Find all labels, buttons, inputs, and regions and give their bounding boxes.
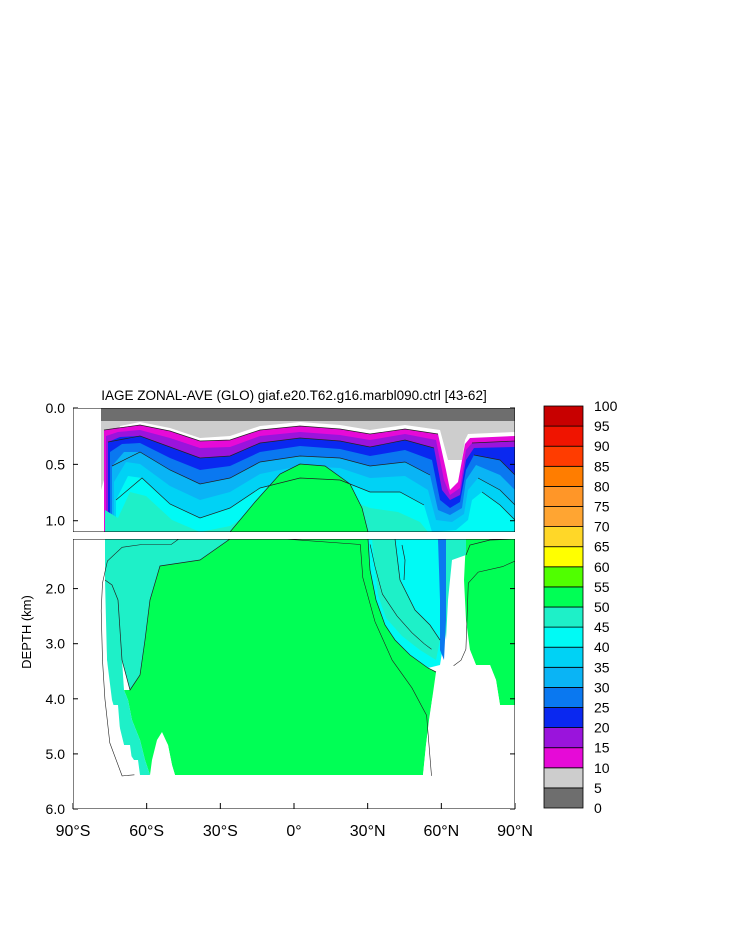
colorbar-label-6: 30: [594, 679, 610, 695]
colorbar-label-2: 10: [594, 760, 610, 776]
y-tick-upper-1-label: 0.5: [46, 456, 66, 472]
colorbar-box-9: [543, 606, 584, 628]
colorbar-label-17: 85: [594, 458, 610, 474]
colorbar-label-19: 95: [594, 418, 610, 434]
colorbar-box-10: [543, 586, 584, 608]
y-tick-lower-4-label: 6.0: [46, 801, 66, 817]
age-50-region-upper: [230, 464, 368, 532]
x-tick-label-5: 60°N: [423, 823, 459, 840]
y-tick-upper-0-label: 0.0: [46, 400, 66, 416]
y-tick-lower-3-label: 5.0: [46, 746, 66, 762]
colorbar-label-1: 5: [594, 780, 602, 796]
chart-title: IAGE ZONAL-AVE (GLO) giaf.e20.T62.g16.ma…: [101, 388, 486, 403]
colorbar-box-3: [543, 727, 584, 749]
upper-panel: [73, 408, 515, 532]
colorbar-box-6: [543, 666, 584, 688]
colorbar-label-18: 90: [594, 438, 610, 454]
colorbar-box-15: [543, 485, 584, 507]
y-tick-lower-2-label: 4.0: [46, 691, 66, 707]
age-50-contour-0: [100, 539, 432, 777]
colorbar-box-14: [543, 506, 584, 528]
colorbar-box-17: [543, 445, 584, 467]
y-tick-upper-2-label: 1.0: [46, 513, 66, 529]
colorbar-box-12: [543, 546, 584, 568]
age-deep-wall: [105, 580, 150, 775]
colorbar-box-2: [543, 747, 584, 769]
colorbar-label-20: 100: [594, 398, 618, 414]
colorbar-label-10: 50: [594, 599, 610, 615]
x-tick-label-6: 90°N: [497, 823, 533, 840]
y-axis-label: DEPTH (km): [19, 595, 34, 669]
colorbar-label-4: 20: [594, 720, 610, 736]
age-45-contour-1: [369, 544, 432, 650]
colorbar-label-0: 0: [594, 800, 602, 816]
x-tick-label-0: 90°S: [56, 823, 91, 840]
age-abyssal-region: [124, 539, 436, 775]
colorbar-label-3: 15: [594, 740, 610, 756]
y-tick-lower-0-label: 2.0: [46, 581, 66, 597]
colorbar-label-14: 70: [594, 519, 610, 535]
arctic-contour-lines: [471, 440, 515, 521]
colorbar-box-8: [543, 626, 584, 648]
upper-contour-lines: [103, 424, 439, 532]
x-axis: 90°S 60°S 30°S 0° 30°N 60°N 90°N: [56, 803, 533, 840]
age-45-region-deep-north: [372, 539, 440, 660]
y-axis: 0.0 0.5 1.0 2.0 3.0 4.0 5.0 6.0: [46, 400, 515, 817]
colorbar-label-16: 80: [594, 478, 610, 494]
deep-contour-lines: [104, 539, 515, 691]
age-arctic-deep: [464, 539, 515, 705]
colorbar-box-7: [543, 646, 584, 668]
age-boundary-jet: [438, 539, 446, 660]
colorbar-label-13: 65: [594, 539, 610, 555]
colorbar-box-0: [543, 787, 584, 809]
colorbar-label-15: 75: [594, 499, 610, 515]
colorbar-box-13: [543, 526, 584, 548]
colorbar-box-5: [543, 687, 584, 708]
colorbar: 0 5 10 15 20 25 30 35 40 45 50 55 60 65 70 75 80 85 90 95 10…: [543, 398, 618, 816]
colorbar-box-4: [543, 707, 584, 729]
colorbar-label-5: 25: [594, 700, 610, 716]
lower-panel: [73, 539, 515, 809]
colorbar-box-19: [543, 405, 584, 427]
age-50-contour-north-2: [453, 560, 515, 666]
colorbar-label-9: 45: [594, 619, 610, 635]
x-tick-label-3: 0°: [286, 823, 301, 840]
colorbar-label-8: 40: [594, 639, 610, 655]
colorbar-box-16: [543, 465, 584, 487]
age-5-region: [101, 421, 515, 490]
x-tick-label-4: 30°N: [350, 823, 386, 840]
colorbar-box-18: [543, 425, 584, 447]
y-tick-lower-1-label: 3.0: [46, 636, 66, 652]
seafloor-bathymetry: [73, 539, 515, 809]
age-arctic-shelf: [444, 539, 466, 640]
age-45-region-deep: [105, 539, 230, 690]
age-0-region: [101, 408, 515, 421]
colorbar-box-11: [543, 566, 584, 588]
x-tick-label-1: 60°S: [129, 823, 164, 840]
colorbar-label-7: 35: [594, 659, 610, 675]
colorbar-box-1: [543, 767, 584, 789]
colorbar-label-12: 60: [594, 559, 610, 575]
colorbar-label-11: 55: [594, 579, 610, 595]
x-tick-label-2: 30°S: [203, 823, 238, 840]
